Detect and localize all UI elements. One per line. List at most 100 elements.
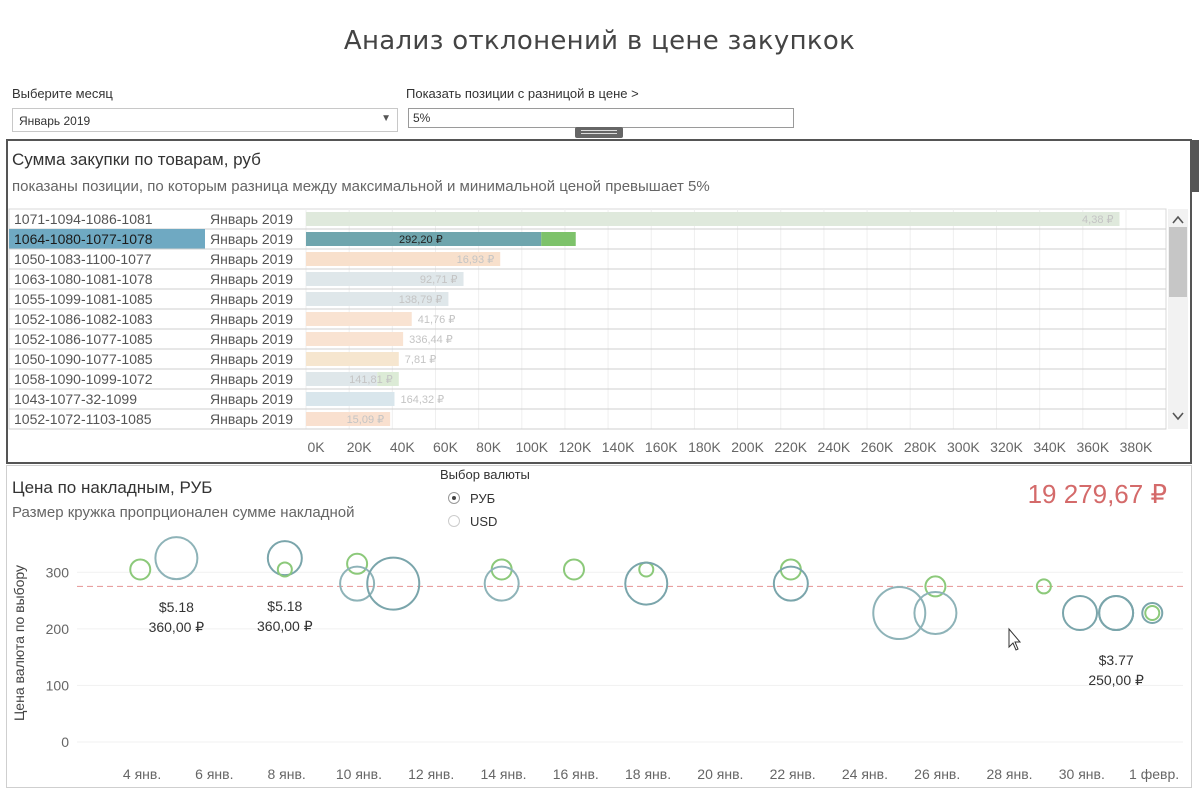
x-tick-label: 20K <box>347 439 373 455</box>
radio-selected-icon[interactable] <box>448 492 460 504</box>
bar-data-label: 164,32 ₽ <box>400 394 444 406</box>
x-tick-label: 80K <box>476 439 502 455</box>
x-tick-label: 220K <box>774 439 807 455</box>
row-month: Январь 2019 <box>210 231 293 247</box>
radio-unselected-icon[interactable] <box>448 515 460 527</box>
bar-data-label: 15,09 ₽ <box>347 414 385 426</box>
bar-data-label: 4,38 ₽ <box>1082 214 1113 226</box>
row-month: Январь 2019 <box>210 331 293 347</box>
x-tick-label: 160K <box>645 439 678 455</box>
bar-data-label: 92,71 ₽ <box>420 274 458 286</box>
x-tick-label: 280K <box>904 439 937 455</box>
data-point <box>266 540 303 577</box>
row-month: Январь 2019 <box>210 411 293 427</box>
x-tick-label: 340K <box>1033 439 1066 455</box>
x-tick-label: 28 янв. <box>986 766 1032 782</box>
drag-handle-icon[interactable] <box>575 127 623 138</box>
row-product-id: 1063-1080-1081-1078 <box>14 271 153 287</box>
x-tick-label: 16 янв. <box>553 766 599 782</box>
purchase-panel-subtitle: показаны позиции, по которым разница меж… <box>12 178 710 195</box>
bar <box>306 312 412 326</box>
row-product-id: 1050-1090-1077-1085 <box>14 351 153 367</box>
row-month: Январь 2019 <box>210 211 293 227</box>
row-product-id: 1050-1083-1100-1077 <box>14 251 152 267</box>
bar <box>306 332 404 346</box>
row-month: Январь 2019 <box>210 391 293 407</box>
data-point <box>779 558 802 581</box>
price-diff-filter-label: Показать позиции с разницой в цене > <box>406 86 639 101</box>
panel-toolbar-icon[interactable] <box>1192 140 1199 192</box>
chevron-down-icon[interactable] <box>1172 412 1184 421</box>
x-tick-label: 10 янв. <box>336 766 382 782</box>
chevron-up-icon[interactable] <box>1172 215 1184 224</box>
x-tick-label: 4 янв. <box>123 766 161 782</box>
x-tick-label: 40K <box>390 439 416 455</box>
bar <box>306 272 464 286</box>
row-product-id: 1055-1099-1081-1085 <box>14 291 153 307</box>
bar <box>306 372 378 386</box>
data-point <box>346 552 369 575</box>
currency-option-label: РУБ <box>470 491 496 506</box>
point-annotation: 360,00 ₽ <box>257 618 313 634</box>
invoice-panel-title: Цена по накладным, РУБ <box>12 478 213 497</box>
price-diff-input[interactable]: 5% <box>408 108 794 128</box>
x-tick-label: 120K <box>559 439 592 455</box>
point-annotation: $5.18 <box>159 599 194 615</box>
data-point <box>483 565 520 602</box>
month-select[interactable]: Январь 2019 ▼ <box>12 108 398 132</box>
x-tick-label: 6 янв. <box>195 766 233 782</box>
row-product-id: 1052-1072-1103-1085 <box>14 411 152 427</box>
bar-data-label: 141,81 ₽ <box>349 374 393 386</box>
data-point <box>772 565 809 602</box>
data-point <box>1035 578 1052 595</box>
bar <box>306 232 542 246</box>
bar <box>306 252 501 266</box>
x-tick-label: 240K <box>818 439 851 455</box>
row-month: Январь 2019 <box>210 251 293 267</box>
bar-data-label: 41,76 ₽ <box>418 314 456 326</box>
invoice-price-panel: Цена по накладным, РУБ Размер кружка про… <box>6 465 1192 788</box>
row-month: Январь 2019 <box>210 271 293 287</box>
x-tick-label: 22 янв. <box>770 766 816 782</box>
x-tick-label: 200K <box>731 439 764 455</box>
x-tick-label: 26 янв. <box>914 766 960 782</box>
bar <box>377 372 399 386</box>
x-tick-label: 0K <box>307 439 325 455</box>
row-month: Январь 2019 <box>210 311 293 327</box>
row-month: Январь 2019 <box>210 291 293 307</box>
data-point <box>924 575 947 598</box>
x-tick-label: 18 янв. <box>625 766 671 782</box>
data-point <box>1098 595 1135 632</box>
data-point <box>872 586 927 641</box>
scrollbar-thumb <box>1169 227 1187 297</box>
data-point <box>490 558 513 581</box>
y-tick-label: 100 <box>46 677 70 693</box>
data-point <box>624 561 669 606</box>
data-point <box>562 558 585 581</box>
x-tick-label: 12 янв. <box>408 766 454 782</box>
bar <box>306 392 395 406</box>
purchase-bar-chart: 1071-1094-1086-1081 Январь 2019 4,38 ₽ 1064… <box>8 208 1188 455</box>
y-tick-label: 0 <box>61 734 69 750</box>
x-tick-label: 380K <box>1120 439 1153 455</box>
x-tick-label: 320K <box>990 439 1023 455</box>
row-month: Январь 2019 <box>210 371 293 387</box>
bar <box>306 212 1120 226</box>
bar <box>306 352 399 366</box>
selected-row-highlight <box>9 229 205 249</box>
x-tick-label: 30 янв. <box>1059 766 1105 782</box>
x-tick-label: 260K <box>861 439 894 455</box>
month-select-value: Январь 2019 <box>19 114 91 128</box>
bar <box>306 412 391 426</box>
data-point <box>276 561 293 578</box>
data-point <box>638 561 655 578</box>
y-tick-label: 200 <box>46 621 70 637</box>
y-axis-title: Цена валюта по выбору <box>11 565 27 721</box>
page-title: Анализ отклонений в цене закупкок <box>343 26 856 56</box>
cursor-icon <box>1008 627 1022 651</box>
point-annotation: 250,00 ₽ <box>1088 672 1144 688</box>
chevron-down-icon[interactable]: ▼ <box>381 113 391 124</box>
currency-option-label: USD <box>470 514 498 529</box>
y-tick-label: 300 <box>46 564 70 580</box>
x-tick-label: 8 янв. <box>267 766 305 782</box>
